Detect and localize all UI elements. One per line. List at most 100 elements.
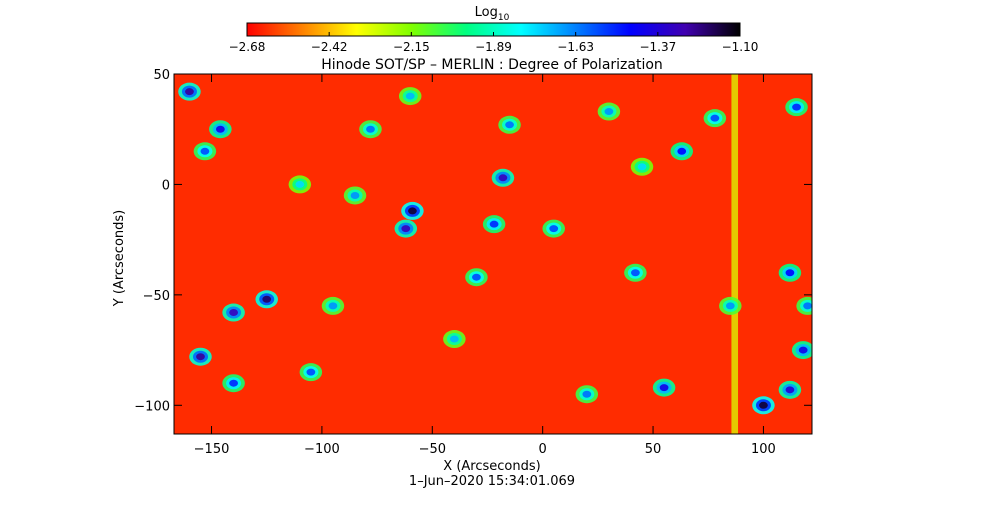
feature-contour xyxy=(449,335,459,343)
polarization-feature xyxy=(575,385,599,404)
polarization-feature xyxy=(209,120,232,139)
polarization-feature xyxy=(796,296,812,315)
polarization-feature xyxy=(288,175,312,194)
feature-contour xyxy=(677,147,687,155)
colorbar-tick-label: −1.89 xyxy=(475,40,512,54)
feature-contour xyxy=(759,401,768,409)
colorbar-label: Log10 xyxy=(475,5,510,23)
polarization-feature xyxy=(778,263,802,282)
feature-contour xyxy=(328,302,338,310)
y-axis-ticks: 50 0 −50 −100 xyxy=(134,68,812,414)
polarization-feature xyxy=(321,296,345,315)
y-tick-label: −100 xyxy=(134,399,170,414)
polarization-feature xyxy=(624,263,647,282)
polarization-feature xyxy=(482,215,506,234)
feature-contour xyxy=(366,125,375,133)
feature-contour xyxy=(295,180,305,188)
feature-contour xyxy=(549,225,559,233)
timestamp: 1–Jun–2020 15:34:01.069 xyxy=(409,474,575,489)
heatmap-plot xyxy=(174,74,812,434)
colorbar-ticks: −2.68 −2.42 −2.15 −1.89 −1.63 −1.37 −1.10 xyxy=(229,32,759,54)
polarization-feature xyxy=(394,219,418,238)
vertical-band xyxy=(731,74,739,434)
feature-contour xyxy=(262,295,272,303)
polarization-feature xyxy=(255,290,278,309)
feature-contour xyxy=(306,368,316,376)
x-tick-label: 50 xyxy=(645,442,662,457)
feature-contour xyxy=(798,346,808,354)
feature-contour xyxy=(803,302,812,310)
polarization-feature xyxy=(178,82,201,101)
feature-contour xyxy=(631,269,640,277)
polarization-feature xyxy=(299,363,323,382)
plot-frame xyxy=(173,73,813,435)
feature-contour xyxy=(196,353,205,361)
feature-contour xyxy=(710,114,720,122)
polarization-feature xyxy=(401,201,424,220)
polarization-feature xyxy=(597,102,621,121)
feature-contour xyxy=(200,147,210,155)
polarization-feature xyxy=(491,168,515,187)
y-tick-label: −50 xyxy=(143,289,170,304)
polarization-feature xyxy=(189,347,212,366)
colorbar-tick-label: −1.10 xyxy=(722,40,759,54)
polarization-feature xyxy=(703,109,727,128)
feature-contour xyxy=(582,390,592,398)
feature-contour xyxy=(408,207,417,215)
feature-contour xyxy=(229,379,238,387)
x-axis-ticks: −150 −100 −50 0 50 100 xyxy=(194,74,776,457)
feature-contour xyxy=(498,174,508,182)
polarization-feature xyxy=(630,157,654,176)
x-tick-label: 100 xyxy=(751,442,776,457)
polarization-feature xyxy=(652,378,676,397)
polarization-feature xyxy=(498,115,521,134)
feature-contour xyxy=(637,163,647,171)
polarization-feature xyxy=(752,396,775,415)
feature-contour xyxy=(604,108,614,116)
feature-contour xyxy=(792,103,801,111)
colorbar-tick-label: −1.63 xyxy=(557,40,594,54)
feature-contour xyxy=(785,386,795,394)
polarization-feature xyxy=(398,87,422,106)
x-tick-label: 0 xyxy=(539,442,547,457)
polarization-feature xyxy=(785,98,808,117)
feature-contour xyxy=(229,309,238,317)
polarization-feature xyxy=(343,186,367,205)
feature-contour xyxy=(401,225,411,233)
y-tick-label: 0 xyxy=(162,178,170,193)
feature-contour xyxy=(489,220,499,228)
polarization-feature xyxy=(670,142,694,161)
feature-contour xyxy=(215,125,225,133)
feature-contour xyxy=(350,191,360,199)
colorbar-tick-label: −2.68 xyxy=(229,40,266,54)
polarization-feature xyxy=(719,296,742,315)
polarization-feature xyxy=(443,330,466,349)
feature-contour xyxy=(185,88,194,96)
polarization-feature xyxy=(791,341,812,360)
polarization-features xyxy=(178,82,812,415)
polarization-feature xyxy=(222,374,245,393)
y-tick-label: 50 xyxy=(153,68,170,83)
feature-contour xyxy=(472,273,481,281)
chart-title: Hinode SOT/SP – MERLIN : Degree of Polar… xyxy=(321,57,663,73)
colorbar-tick-label: −2.42 xyxy=(311,40,348,54)
polarization-feature xyxy=(465,268,488,287)
x-tick-label: −150 xyxy=(194,442,230,457)
feature-contour xyxy=(405,92,415,100)
x-axis-label: X (Arcseconds) xyxy=(443,459,540,474)
polarization-feature xyxy=(542,219,565,238)
x-tick-label: −50 xyxy=(419,442,446,457)
feature-contour xyxy=(725,302,735,310)
feature-contour xyxy=(659,384,669,392)
polarization-feature xyxy=(359,120,382,139)
colorbar-tick-label: −1.37 xyxy=(639,40,676,54)
x-tick-label: −100 xyxy=(304,442,340,457)
polarization-feature xyxy=(222,303,245,322)
heatmap-green-specks xyxy=(174,74,812,434)
polarization-feature xyxy=(193,142,217,161)
feature-contour xyxy=(505,121,514,129)
colorbar-tick-label: −2.15 xyxy=(393,40,430,54)
y-axis-label: Y (Arcseconds) xyxy=(112,210,127,307)
band-stripe xyxy=(731,74,739,434)
